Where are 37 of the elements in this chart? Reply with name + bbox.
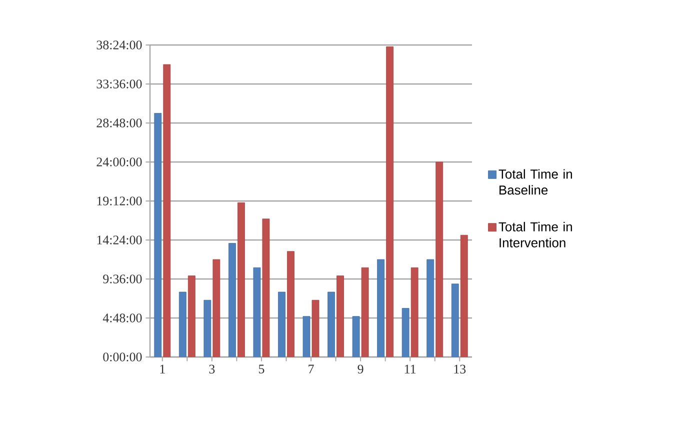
bar xyxy=(237,202,245,357)
y-tick-label: 24:00:00 xyxy=(96,158,142,166)
x-tick-label: 3 xyxy=(209,364,215,374)
bar xyxy=(426,259,434,357)
bar xyxy=(402,308,410,357)
bar xyxy=(328,292,335,357)
bar xyxy=(163,64,171,357)
bar xyxy=(287,251,294,357)
legend-label: Total Time in Baseline xyxy=(498,169,572,195)
y-tick-label: 28:48:00 xyxy=(96,118,142,128)
y-tick-label: 0:00:00 xyxy=(103,352,142,362)
y-tick-label: 38:24:00 xyxy=(96,40,142,50)
bar xyxy=(188,276,196,357)
bar xyxy=(386,46,394,357)
y-tick-label: 19:12:00 xyxy=(97,196,142,206)
x-tick-label: 11 xyxy=(404,364,416,374)
bar xyxy=(377,259,385,357)
x-tick-label: 1 xyxy=(160,364,165,374)
bar xyxy=(460,234,468,357)
x-tick-label: 9 xyxy=(358,364,364,374)
bar xyxy=(178,292,186,357)
y-tick-label: 14:24:00 xyxy=(97,236,142,244)
bar xyxy=(212,259,220,357)
bar xyxy=(451,284,459,357)
x-tick-label: 7 xyxy=(308,364,314,374)
bar xyxy=(336,276,344,357)
x-tick-label: 5 xyxy=(258,364,264,374)
bar xyxy=(278,292,286,357)
y-tick-label: 33:36:00 xyxy=(96,80,142,88)
bar xyxy=(436,162,444,357)
y-tick-label: 9:36:00 xyxy=(103,274,142,284)
bar xyxy=(410,267,418,357)
bar xyxy=(154,113,162,357)
y-tick-label: 4:48:00 xyxy=(102,314,142,322)
bar xyxy=(228,243,236,357)
x-tick-label: 13 xyxy=(454,364,466,374)
legend-label: Total Time in Intervention xyxy=(498,222,572,248)
